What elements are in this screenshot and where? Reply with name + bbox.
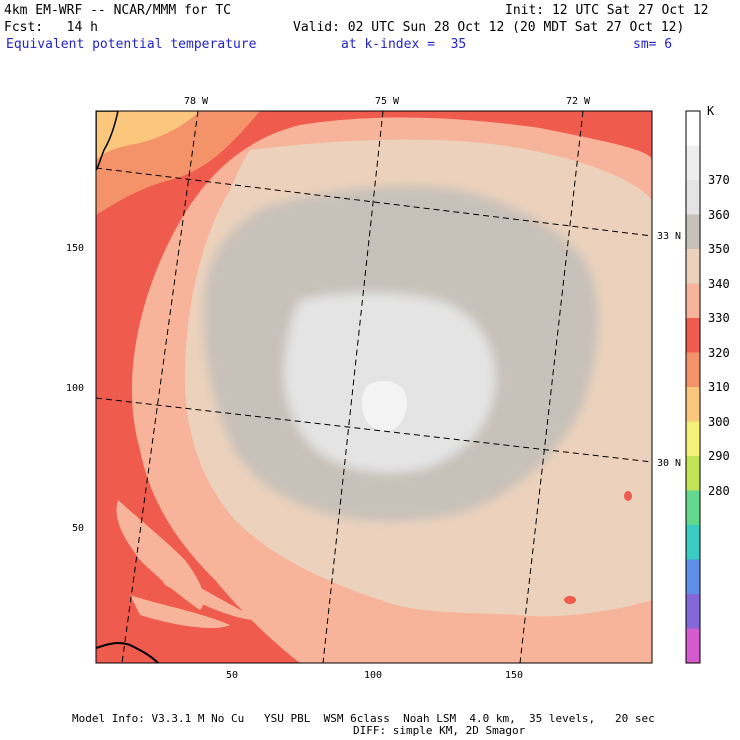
colorbar-cell <box>686 628 700 664</box>
colorbar-label: 280 <box>708 483 730 498</box>
colorbar-cell <box>686 145 700 181</box>
colorbar-label: 300 <box>708 414 730 429</box>
model-info: Model Info: V3.3.1 M No Cu YSU PBL WSM 6… <box>72 712 655 725</box>
smoothing-value: sm= 6 <box>633 37 673 52</box>
coastline-south <box>96 641 159 663</box>
colorbar-cell <box>686 283 700 319</box>
colorbar-cell <box>686 214 700 250</box>
colorbar-cell <box>686 490 700 526</box>
map-frame <box>95 110 653 664</box>
lon-label-75w: 75 W <box>375 96 400 107</box>
diffusion-info: DIFF: simple KM, 2D Smagor <box>353 724 526 737</box>
colorbar-label: 310 <box>708 380 730 394</box>
x-tick-50: 50 <box>226 670 239 681</box>
colorbar-label: 340 <box>708 276 730 291</box>
colorbar-label: 360 <box>708 207 730 222</box>
colorbar-cell <box>686 318 700 353</box>
lat-label-33n: 33 N <box>657 231 682 242</box>
x-tick-100: 100 <box>364 670 383 681</box>
init-time: Init: 12 UTC Sat 27 Oct 12 <box>505 3 709 18</box>
colorbar-cell <box>686 456 700 491</box>
colorbar-cell <box>686 525 700 560</box>
lat-label-30n: 30 N <box>657 458 682 469</box>
colorbar-cell <box>686 352 700 388</box>
x-tick-150: 150 <box>505 670 524 681</box>
colorbar-label: 330 <box>708 311 730 325</box>
forecast-hour: Fcst: 14 h <box>4 20 98 35</box>
colorbar-cell <box>686 249 700 284</box>
vertical-level: at k-index = 35 <box>341 37 467 52</box>
colorbar-cell <box>686 387 700 422</box>
y-tick-50: 50 <box>72 523 85 534</box>
graticule <box>96 111 652 663</box>
colorbar-cell <box>686 180 700 215</box>
model-title: 4km EM-WRF -- NCAR/MMM for TC <box>4 3 231 18</box>
colorbar-cell <box>686 111 700 146</box>
colorbar-unit: K <box>707 104 715 118</box>
band-370-eye <box>361 380 407 431</box>
colorbar-cell <box>686 559 700 595</box>
lon-label-72w: 72 W <box>566 96 591 107</box>
lon-label-78w: 78 W <box>184 96 209 107</box>
valid-time: Valid: 02 UTC Sun 28 Oct 12 (20 MDT Sat … <box>293 20 685 35</box>
y-tick-100: 100 <box>66 383 85 394</box>
high-spots <box>564 491 632 604</box>
field-name: Equivalent potential temperature <box>6 37 257 52</box>
colorbar-label: 320 <box>708 345 730 360</box>
band-350-fragments <box>116 500 490 653</box>
colorbar-cell <box>686 594 700 629</box>
colorbar-label: 290 <box>708 449 730 463</box>
colorbar-label: 350 <box>708 242 730 256</box>
colorbar-label: 370 <box>708 173 730 187</box>
colorbar-frame <box>685 110 701 664</box>
y-tick-150: 150 <box>66 243 85 254</box>
colorbar-cell <box>686 421 700 457</box>
band-320-330 <box>96 111 200 160</box>
